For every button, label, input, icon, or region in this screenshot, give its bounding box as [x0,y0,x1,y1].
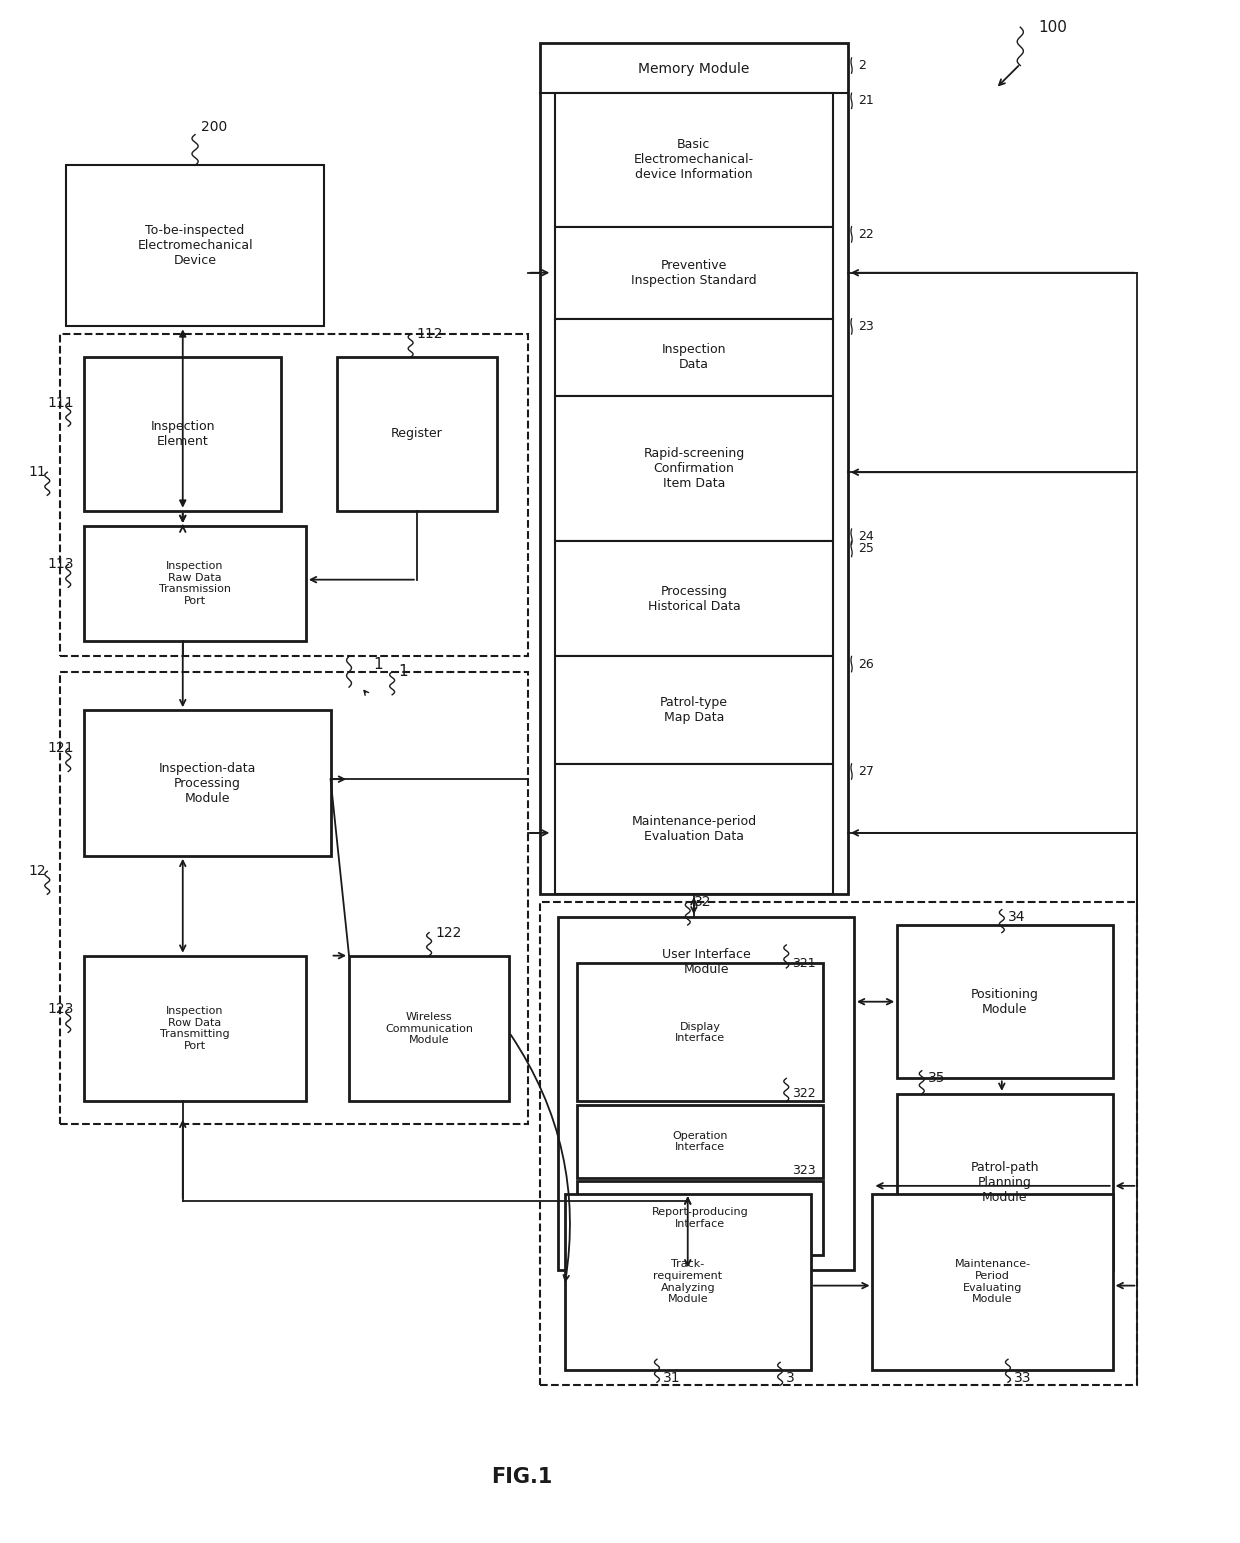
Bar [554,227,833,319]
Text: Wireless
Communication
Module: Wireless Communication Module [386,1012,474,1045]
Text: Maintenance-
Period
Evaluating
Module: Maintenance- Period Evaluating Module [955,1259,1030,1304]
Text: 27: 27 [858,765,874,778]
Text: Positioning
Module: Positioning Module [971,988,1039,1015]
Bar [66,165,325,327]
Text: FIG.1: FIG.1 [491,1467,552,1487]
Text: User Interface
Module: User Interface Module [662,947,750,977]
Text: 25: 25 [858,543,874,555]
Text: 200: 200 [201,120,227,134]
Bar [337,356,497,511]
Text: 323: 323 [792,1163,816,1177]
Text: 26: 26 [858,657,873,671]
Bar [577,1182,823,1254]
Text: Maintenance-period
Evaluation Data: Maintenance-period Evaluation Data [631,815,756,842]
Bar [577,963,823,1102]
Text: Inspection
Data: Inspection Data [662,343,727,372]
Text: Processing
Historical Data: Processing Historical Data [647,585,740,613]
Text: 122: 122 [435,926,461,940]
Text: Operation
Interface: Operation Interface [672,1131,728,1153]
Text: 123: 123 [47,1003,73,1017]
Text: Memory Module: Memory Module [639,62,750,76]
Bar [60,671,528,1125]
Text: Patrol-path
Planning
Module: Patrol-path Planning Module [971,1160,1039,1204]
Bar [554,395,833,542]
Text: 22: 22 [858,228,873,241]
Text: Report-producing
Interface: Report-producing Interface [652,1207,749,1228]
Bar [84,955,306,1102]
Bar [60,335,528,656]
Bar [539,43,848,895]
Bar [539,903,1137,1386]
Text: 321: 321 [792,957,816,971]
Text: Inspection
Raw Data
Transmission
Port: Inspection Raw Data Transmission Port [159,562,231,606]
Text: 12: 12 [29,864,46,878]
Text: 24: 24 [858,531,873,543]
Text: 3: 3 [786,1370,795,1384]
Bar [554,319,833,395]
Text: Preventive
Inspection Standard: Preventive Inspection Standard [631,259,756,287]
Text: Patrol-type
Map Data: Patrol-type Map Data [660,696,728,724]
Text: 23: 23 [858,319,873,333]
Text: 21: 21 [858,94,873,108]
Bar [564,1194,811,1370]
Text: 100: 100 [1039,20,1068,34]
Bar [577,1105,823,1179]
Bar [84,356,281,511]
Text: Track-
requirement
Analyzing
Module: Track- requirement Analyzing Module [653,1259,723,1304]
Text: 1: 1 [373,657,383,671]
Text: Basic
Electromechanical-
device Information: Basic Electromechanical- device Informat… [634,139,754,182]
Bar [897,1094,1112,1270]
Text: 111: 111 [47,397,74,410]
Text: 34: 34 [1008,910,1025,924]
Text: 112: 112 [417,327,443,341]
Text: Inspection
Row Data
Transmitting
Port: Inspection Row Data Transmitting Port [160,1006,229,1051]
Bar [554,542,833,656]
Bar [554,93,833,227]
Bar [348,955,510,1102]
Bar [554,656,833,764]
Text: Rapid-screening
Confirmation
Item Data: Rapid-screening Confirmation Item Data [644,447,744,491]
Text: 322: 322 [792,1088,816,1100]
Text: Register: Register [391,427,443,440]
Text: 1: 1 [398,663,408,679]
Bar [554,764,833,895]
Text: 33: 33 [1014,1370,1032,1384]
Text: Inspection-data
Processing
Module: Inspection-data Processing Module [159,762,257,804]
Text: 2: 2 [858,59,866,73]
Text: To-be-inspected
Electromechanical
Device: To-be-inspected Electromechanical Device [138,224,253,267]
Text: 11: 11 [29,466,47,480]
Bar [558,917,854,1270]
Text: Inspection
Element: Inspection Element [150,420,215,447]
Text: 31: 31 [663,1370,681,1384]
Bar [84,710,331,856]
Text: 35: 35 [928,1071,945,1085]
Bar [873,1194,1112,1370]
Text: 121: 121 [47,742,73,756]
Text: 32: 32 [694,895,712,909]
Bar [897,924,1112,1079]
Bar [84,526,306,640]
Text: 113: 113 [47,557,73,571]
Text: Display
Interface: Display Interface [675,1021,725,1043]
